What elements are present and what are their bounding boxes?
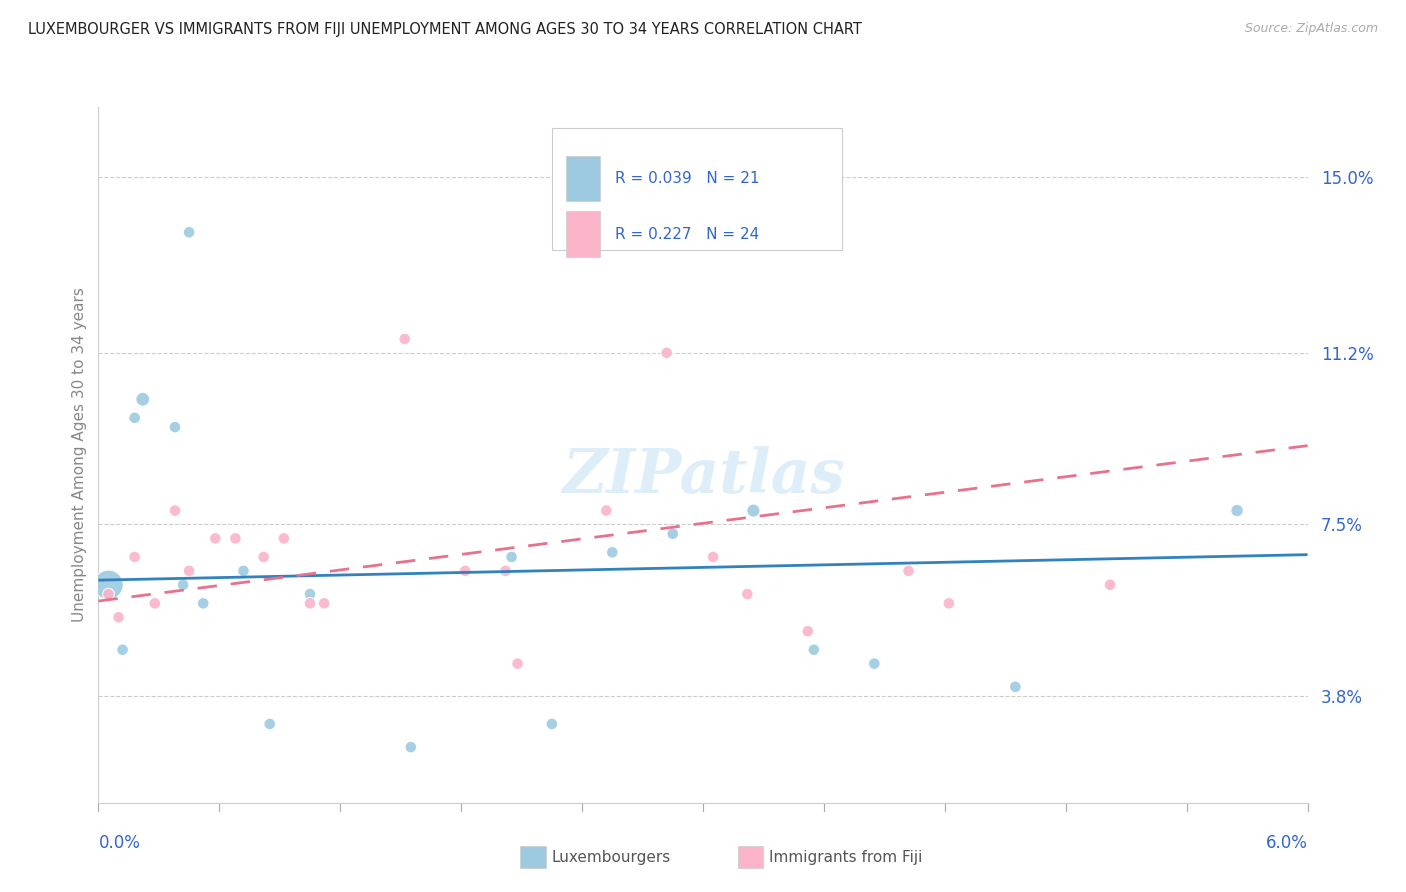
Point xyxy=(540,717,562,731)
Point xyxy=(702,549,724,564)
FancyBboxPatch shape xyxy=(567,156,600,201)
Text: 6.0%: 6.0% xyxy=(1265,834,1308,852)
Point xyxy=(299,596,322,610)
Point xyxy=(1004,680,1026,694)
Point xyxy=(506,657,529,671)
Point xyxy=(232,564,254,578)
Text: R = 0.227   N = 24: R = 0.227 N = 24 xyxy=(614,227,759,242)
Point xyxy=(299,587,322,601)
Point xyxy=(655,346,678,360)
Point xyxy=(803,642,825,657)
Text: Luxembourgers: Luxembourgers xyxy=(551,850,671,864)
Point xyxy=(797,624,820,639)
Point xyxy=(172,578,194,592)
Point xyxy=(253,549,276,564)
Point xyxy=(501,549,523,564)
Text: Immigrants from Fiji: Immigrants from Fiji xyxy=(769,850,922,864)
Point xyxy=(737,587,759,601)
Text: 0.0%: 0.0% xyxy=(98,834,141,852)
Point xyxy=(495,564,517,578)
Point xyxy=(163,503,186,517)
Point xyxy=(107,610,129,624)
Point xyxy=(179,225,201,239)
Point xyxy=(143,596,166,610)
Point xyxy=(1226,503,1249,517)
Point xyxy=(259,717,281,731)
Point xyxy=(273,532,295,546)
Point xyxy=(314,596,336,610)
Point xyxy=(111,642,134,657)
Point xyxy=(224,532,246,546)
Point xyxy=(602,545,624,559)
Point xyxy=(897,564,920,578)
Point xyxy=(132,392,155,407)
Point xyxy=(1099,578,1122,592)
Point xyxy=(163,420,186,434)
Text: LUXEMBOURGER VS IMMIGRANTS FROM FIJI UNEMPLOYMENT AMONG AGES 30 TO 34 YEARS CORR: LUXEMBOURGER VS IMMIGRANTS FROM FIJI UNE… xyxy=(28,22,862,37)
Text: ZIPatlas: ZIPatlas xyxy=(561,446,845,506)
Point xyxy=(179,564,201,578)
Point xyxy=(595,503,617,517)
Point xyxy=(863,657,886,671)
Point xyxy=(938,596,960,610)
Point xyxy=(399,740,422,755)
Point xyxy=(193,596,215,610)
Point xyxy=(662,526,685,541)
Point xyxy=(124,410,146,425)
Point xyxy=(97,578,120,592)
Point xyxy=(97,587,120,601)
Point xyxy=(742,503,765,517)
Point xyxy=(124,549,146,564)
Text: R = 0.039   N = 21: R = 0.039 N = 21 xyxy=(614,171,759,186)
Point xyxy=(394,332,416,346)
FancyBboxPatch shape xyxy=(567,211,600,257)
Text: Source: ZipAtlas.com: Source: ZipAtlas.com xyxy=(1244,22,1378,36)
FancyBboxPatch shape xyxy=(553,128,842,250)
Point xyxy=(454,564,477,578)
Y-axis label: Unemployment Among Ages 30 to 34 years: Unemployment Among Ages 30 to 34 years xyxy=(72,287,87,623)
Point xyxy=(204,532,226,546)
